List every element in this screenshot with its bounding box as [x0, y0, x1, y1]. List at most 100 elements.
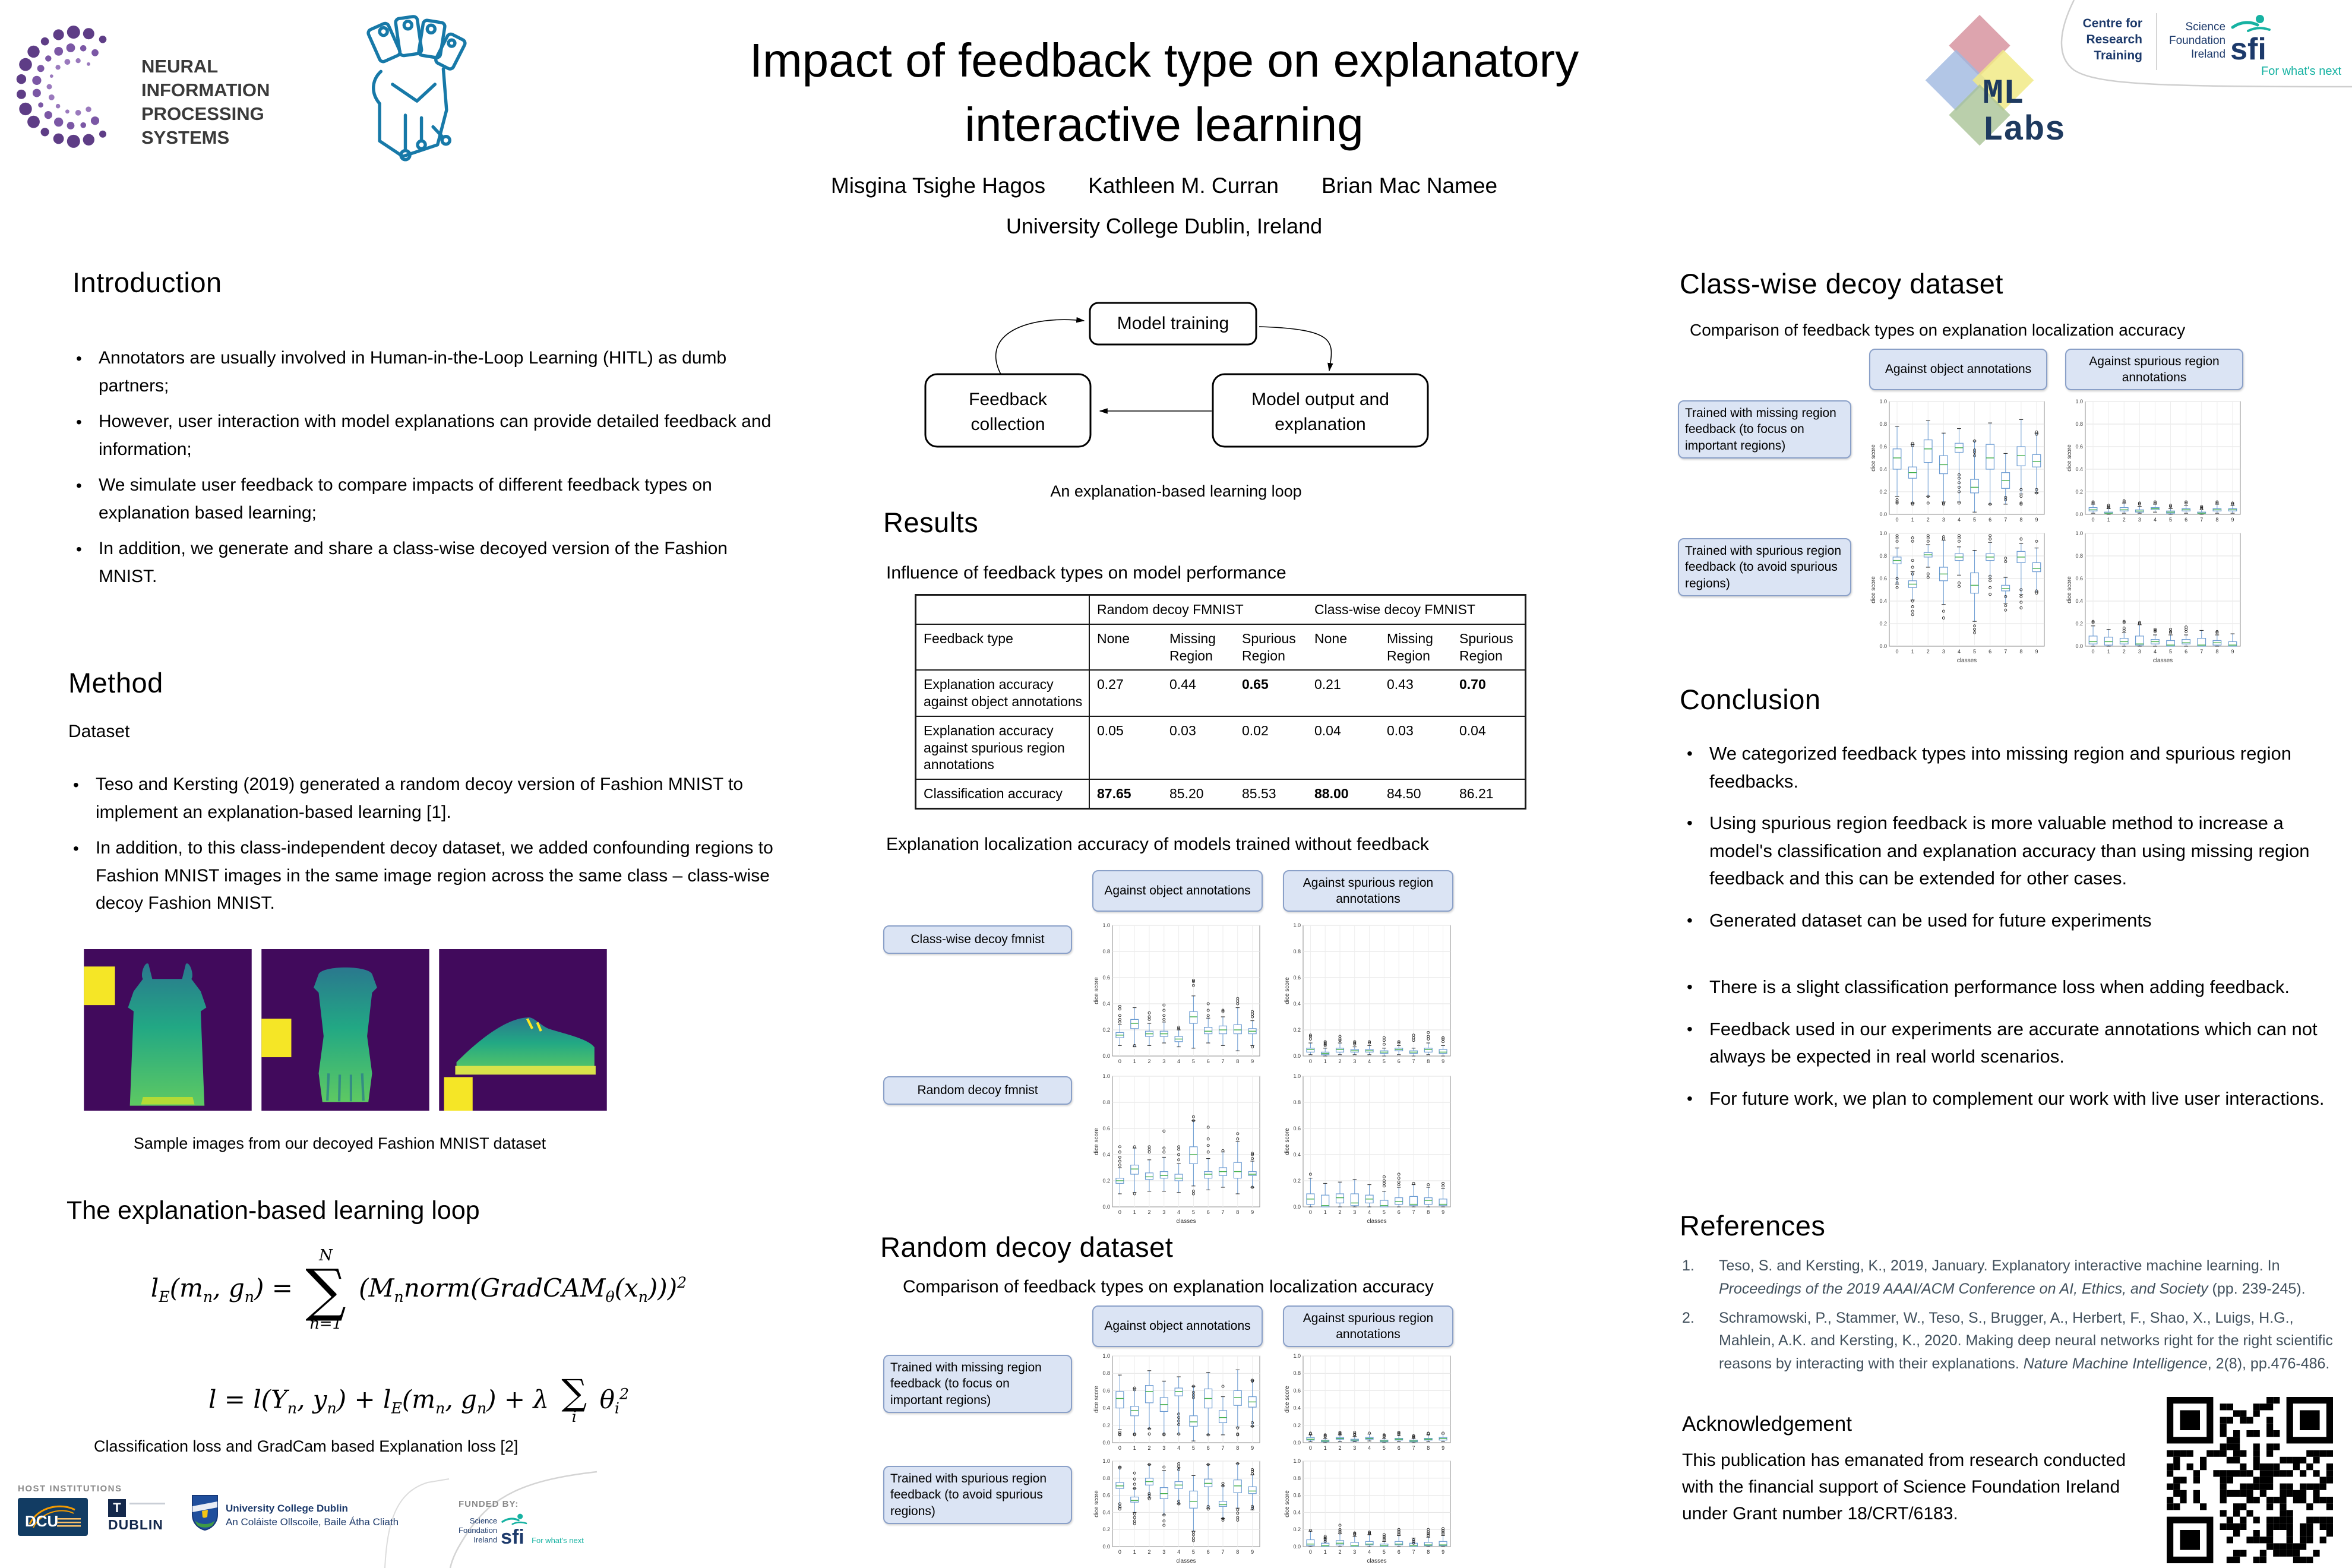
svg-text:0.6: 0.6 — [1102, 1493, 1110, 1499]
svg-text:1: 1 — [1324, 1549, 1327, 1555]
neurips-logo-text2: PROCESSING SYSTEMS — [141, 103, 264, 148]
svg-text:0.8: 0.8 — [1293, 1475, 1301, 1481]
neurips-logo-text1: NEURAL INFORMATION — [141, 56, 270, 100]
random-decoy-boxplot-grid: Against object annotations Against spuri… — [883, 1304, 1453, 1564]
svg-text:0.2: 0.2 — [2075, 489, 2083, 495]
diagram-box-output-line2: explanation — [1275, 415, 1365, 434]
svg-text:1.0: 1.0 — [1102, 1073, 1110, 1079]
table-cell: 0.04 — [1307, 716, 1380, 780]
svg-text:2: 2 — [1927, 517, 1930, 523]
svg-text:6: 6 — [1398, 1058, 1401, 1064]
svg-text:0.2: 0.2 — [1102, 1178, 1110, 1184]
boxplot-classwise-spurious: 0.0 0.2 0.4 0.6 0.8 1.0 0 1 2 3 4 5 6 7 8 9 dice score — [1283, 922, 1453, 1067]
svg-text:2: 2 — [2123, 517, 2126, 523]
sfi-footer-logo: Science Foundation Ireland sfi For what'… — [459, 1513, 584, 1548]
table-cell: 0.21 — [1307, 670, 1380, 717]
svg-text:0.2: 0.2 — [1102, 1526, 1110, 1532]
svg-text:0.4: 0.4 — [2075, 466, 2083, 472]
svg-text:3: 3 — [1162, 1058, 1165, 1064]
svg-text:0.2: 0.2 — [1102, 1422, 1110, 1428]
svg-text:5: 5 — [2169, 517, 2172, 523]
svg-text:7: 7 — [1412, 1549, 1415, 1555]
diagram-box-feedback-line2: collection — [970, 415, 1045, 434]
table-cell: 84.50 — [1387, 786, 1421, 801]
svg-text:0.6: 0.6 — [2075, 576, 2083, 581]
svg-text:0: 0 — [1309, 1445, 1312, 1451]
svg-text:6: 6 — [1989, 649, 1991, 655]
sfi-text2: Foundation — [2169, 34, 2226, 47]
svg-text:dice score: dice score — [1870, 444, 1877, 472]
diagram-box-model-training: Model training — [1117, 314, 1229, 333]
circuit-fist-icon — [366, 15, 467, 162]
svg-text:0: 0 — [2092, 649, 2095, 655]
ucd-irish-name: An Coláiste Ollscoile, Baile Átha Cliath — [226, 1516, 399, 1528]
conclusion-bullet: For future work, we plan to complement o… — [1682, 1085, 2335, 1113]
diagram-box-feedback-line1: Feedback — [969, 390, 1048, 409]
sample-images — [83, 949, 608, 1111]
ucd-name: University College Dublin — [226, 1503, 348, 1514]
svg-text:9: 9 — [1441, 1549, 1444, 1555]
svg-text:7: 7 — [2200, 649, 2203, 655]
svg-text:0.0: 0.0 — [1293, 1204, 1301, 1210]
svg-text:7: 7 — [1221, 1445, 1224, 1451]
svg-text:7: 7 — [1221, 1058, 1224, 1064]
svg-text:7: 7 — [1412, 1445, 1415, 1451]
svg-text:9: 9 — [1251, 1209, 1254, 1215]
svg-text:dice score: dice score — [1093, 977, 1100, 1004]
svg-text:dice score: dice score — [1870, 576, 1877, 603]
svg-text:0.8: 0.8 — [1293, 1370, 1301, 1376]
svg-text:2: 2 — [1927, 649, 1930, 655]
intro-bullet: Annotators are usually involved in Human… — [71, 344, 781, 400]
tudublin-logo: T DUBLIN — [108, 1499, 179, 1533]
svg-text:0.2: 0.2 — [1293, 1526, 1301, 1532]
boxplot-random-object: 0.0 0.2 0.4 0.6 0.8 1.0 0 1 2 3 4 5 6 7 8 9 dice score cl… — [1092, 1073, 1263, 1225]
table-cell: 0.43 — [1380, 670, 1452, 717]
column-chip-spurious: Against spurious region annotations — [2065, 348, 2243, 391]
row-chip-spurious-feedback: Trained with spurious region feedback (t… — [1678, 538, 1851, 596]
method-subheading: Dataset — [68, 722, 130, 741]
sfi-brand: sfi — [2230, 32, 2266, 67]
svg-text:5: 5 — [1383, 1058, 1386, 1064]
svg-text:5: 5 — [1973, 649, 1976, 655]
sfi-footer-text3: Ireland — [473, 1535, 498, 1544]
total-loss-formula: l = l(Yn, yn) + lE(mn, gn) + λ ∑ i θi2 — [208, 1372, 629, 1426]
svg-text:1.0: 1.0 — [1293, 1073, 1301, 1079]
boxplot-cw-missing-object: 0.0 0.2 0.4 0.6 0.8 1.0 0 1 2 3 4 5 6 7 8 9 dice score — [1869, 398, 2047, 525]
svg-text:dice score: dice score — [1284, 977, 1291, 1004]
sfi-footer-text2: Foundation — [459, 1526, 498, 1535]
mllabs-diamonds-icon — [1925, 15, 2034, 146]
svg-text:7: 7 — [2004, 517, 2007, 523]
table-group-header: Class-wise decoy FMNIST — [1307, 595, 1526, 625]
svg-text:3: 3 — [1162, 1445, 1165, 1451]
boxplot-rd-spurious-spurious: 0.0 0.2 0.4 0.6 0.8 1.0 0 1 2 3 4 5 6 7 8 9 dice score cl… — [1283, 1458, 1453, 1564]
table-cell: 0.44 — [1162, 670, 1235, 717]
mllabs-text-ml: ML — [1983, 75, 2024, 113]
boxplot-classwise-object: 0.0 0.2 0.4 0.6 0.8 1.0 0 1 2 3 4 5 6 7 8 9 dice score — [1092, 922, 1263, 1067]
affiliation: University College Dublin, Ireland — [1006, 214, 1323, 238]
svg-text:3: 3 — [1353, 1549, 1356, 1555]
table-group-header-row: Random decoy FMNIST Class-wise decoy FMN… — [915, 595, 1526, 625]
author: Kathleen M. Curran — [1088, 173, 1279, 198]
svg-text:6: 6 — [1207, 1445, 1210, 1451]
svg-text:0.6: 0.6 — [2075, 444, 2083, 450]
svg-text:5: 5 — [1192, 1549, 1195, 1555]
svg-text:5: 5 — [1192, 1058, 1195, 1064]
sfi-footer-brand: sfi — [501, 1526, 524, 1548]
boxplot-rd-missing-object: 0.0 0.2 0.4 0.6 0.8 1.0 0 1 2 3 4 5 6 7 8 9 dice score — [1092, 1352, 1263, 1453]
row-chip-spurious-feedback: Trained with spurious region feedback (t… — [883, 1466, 1072, 1524]
svg-text:4: 4 — [1368, 1209, 1371, 1215]
svg-text:0.2: 0.2 — [1293, 1178, 1301, 1184]
table-subheader-row: Feedback type None Missing Region Spurio… — [915, 624, 1526, 671]
sample-image-dress1 — [84, 949, 252, 1111]
svg-text:1: 1 — [2107, 517, 2110, 523]
svg-text:0.8: 0.8 — [1102, 1099, 1110, 1105]
svg-text:0.2: 0.2 — [1293, 1027, 1301, 1033]
svg-text:1.0: 1.0 — [2075, 530, 2083, 536]
svg-text:0.6: 0.6 — [1293, 1493, 1301, 1499]
svg-text:1: 1 — [2107, 649, 2110, 655]
svg-text:4: 4 — [1177, 1058, 1180, 1064]
svg-text:5: 5 — [1383, 1445, 1386, 1451]
table-row: Explanation accuracy against spurious re… — [915, 716, 1526, 780]
method-bullet: Teso and Kersting (2019) generated a ran… — [68, 771, 781, 826]
